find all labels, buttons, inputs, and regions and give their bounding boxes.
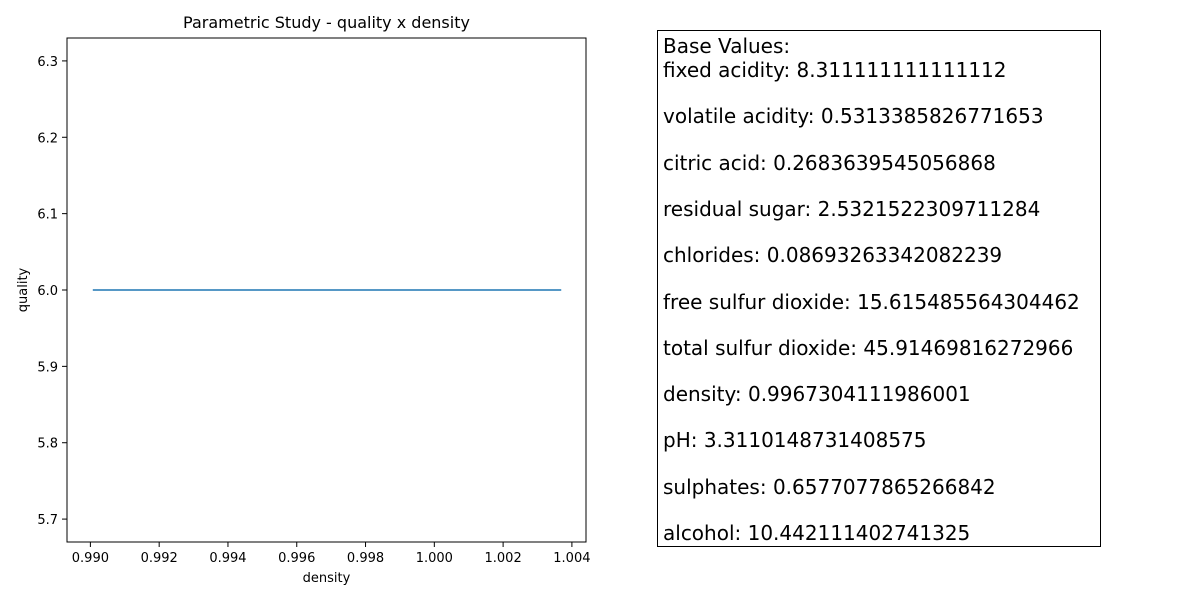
- base-values-title: Base Values:: [663, 34, 791, 58]
- y-tick-label: 6.3: [37, 55, 58, 70]
- y-axis-ticks: 5.7 5.8 5.9 6.0 6.1 6.2 6.3: [37, 55, 67, 528]
- x-axis-ticks: 0.990 0.992 0.994 0.996 0.998 1.000 1.002 1.004: [72, 542, 591, 566]
- base-value-line: chlorides: 0.08693263342082239: [663, 243, 1003, 268]
- parametric-chart: Parametric Study - quality x density 0.9…: [16, 13, 591, 586]
- base-value-line: density: 0.9967304111986001: [663, 382, 971, 407]
- base-value-line: volatile acidity: 0.5313385826771653: [663, 104, 1044, 129]
- base-value-line: citric acid: 0.2683639545056868: [663, 150, 996, 175]
- y-axis-label: quality: [16, 267, 31, 312]
- y-tick-label: 6.1: [37, 208, 58, 223]
- base-value-line: sulphates: 0.6577077865266842: [663, 474, 996, 499]
- x-tick-label: 0.996: [278, 551, 315, 566]
- base-value-line: free sulfur dioxide: 15.615485564304462: [663, 289, 1080, 314]
- base-value-line: pH: 3.3110148731408575: [663, 428, 927, 453]
- y-tick-label: 5.9: [37, 360, 58, 375]
- chart-title: Parametric Study - quality x density: [183, 13, 470, 32]
- x-tick-label: 0.992: [141, 551, 178, 566]
- x-tick-label: 1.000: [416, 551, 453, 566]
- y-tick-label: 5.7: [37, 513, 58, 528]
- x-tick-label: 0.990: [72, 551, 109, 566]
- x-tick-label: 0.994: [209, 551, 246, 566]
- base-value-line: fixed acidity: 8.311111111111112: [663, 58, 1007, 82]
- x-tick-label: 0.998: [347, 551, 384, 566]
- x-axis-label: density: [303, 571, 351, 586]
- x-tick-label: 1.004: [553, 551, 590, 566]
- y-tick-label: 6.0: [37, 284, 58, 299]
- x-tick-label: 1.002: [485, 551, 522, 566]
- base-value-line: total sulfur dioxide: 45.91469816272966: [663, 335, 1074, 360]
- base-value-line: residual sugar: 2.5321522309711284: [663, 196, 1041, 221]
- base-values-panel: Base Values: fixed acidity: 8.3111111111…: [657, 30, 1101, 547]
- base-value-line: alcohol: 10.442111402741325: [663, 521, 971, 545]
- y-tick-label: 5.8: [37, 437, 58, 452]
- y-tick-label: 6.2: [37, 131, 58, 146]
